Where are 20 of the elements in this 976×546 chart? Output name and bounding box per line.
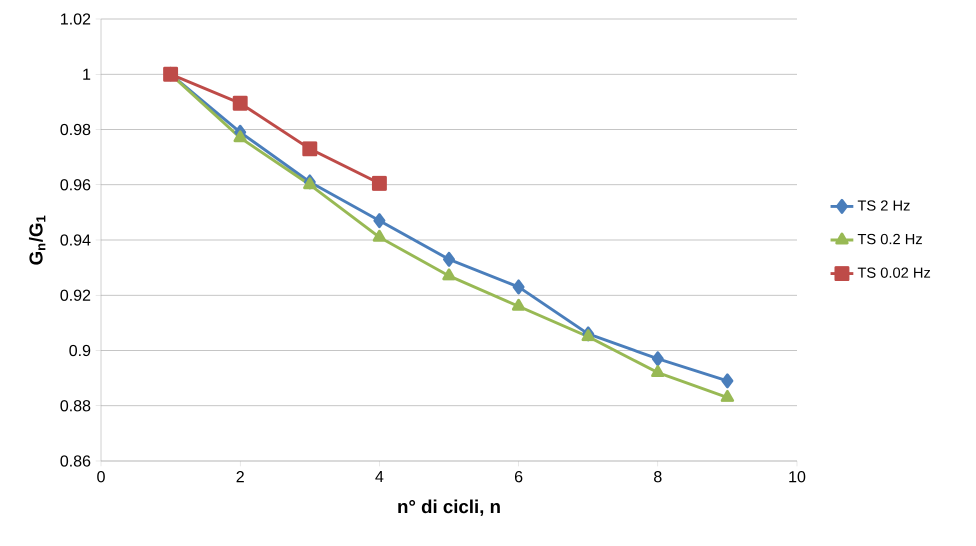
x-tick-label: 10 [789,471,806,482]
x-tick-label: 8 [654,471,662,482]
y-tick-label: 0.86 [60,455,90,467]
legend-label: TS 2 Hz [858,200,910,211]
legend-label: TS 0.2 Hz [858,234,922,244]
y-tick-label: 1.02 [61,13,90,25]
x-axis-title: n° di cicli, n [398,500,500,516]
y-tick-label: 0.98 [60,124,90,136]
y-tick-label: 0.92 [60,290,90,301]
x-tick-label: 6 [514,471,522,482]
y-tick-label: 0.96 [60,179,90,190]
x-tick-label: 4 [375,471,384,482]
x-tick-label: 0 [97,471,105,482]
y-tick-label: 1 [83,68,90,80]
legend-label: TS 0.02 Hz [858,267,930,278]
y-tick-label: 0.88 [60,400,90,412]
y-tick-label: 0.94 [60,234,90,246]
text: G$_{n}$/G$_{1}$ [28,216,46,265]
x-tick-label: 2 [236,471,244,482]
y-tick-label: 0.9 [69,344,90,356]
